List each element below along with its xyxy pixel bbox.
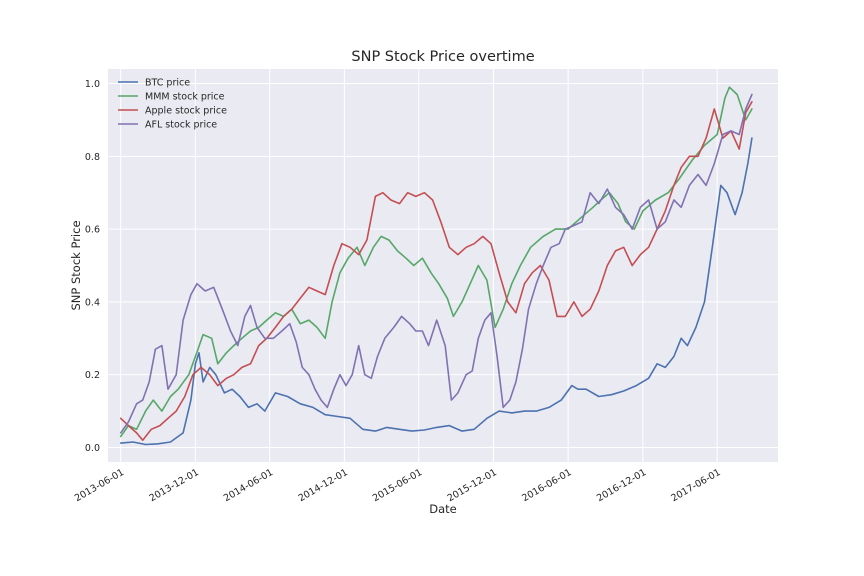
y-axis-label: SNP Stock Price — [69, 220, 83, 310]
series-lines — [119, 86, 753, 446]
x-tick-label: 2013-06-01 — [73, 467, 126, 504]
legend-label: AFL stock price — [145, 120, 217, 131]
x-tick-label: 2014-12-01 — [297, 467, 350, 504]
y-tick-label: 0.4 — [85, 297, 100, 308]
chart-title: SNP Stock Price overtime — [351, 49, 534, 65]
y-tick-label: 1.0 — [85, 79, 100, 90]
x-axis-label: Date — [429, 502, 457, 516]
x-tick-label: 2016-06-01 — [520, 467, 573, 504]
x-tick-label: 2015-12-01 — [446, 467, 499, 504]
legend-label: Apple stock price — [145, 106, 227, 117]
series-line-btc-price — [119, 137, 753, 446]
x-tick-label: 2016-12-01 — [595, 467, 648, 504]
legend-label: MMM stock price — [145, 92, 225, 103]
legend: BTC price MMM stock price Apple stock pric… — [118, 78, 227, 131]
legend-label: BTC price — [145, 78, 190, 89]
x-tick-label: 2017-06-01 — [669, 467, 722, 504]
y-tick-label: 0.0 — [85, 443, 100, 454]
y-tick-label: 0.6 — [85, 225, 100, 236]
x-tick-label: 2013-12-01 — [148, 467, 201, 504]
y-tick-label: 0.8 — [85, 152, 100, 163]
x-tick-label: 2015-06-01 — [371, 467, 424, 504]
y-tick-label: 0.2 — [85, 370, 100, 381]
x-tick-label: 2014-06-01 — [222, 467, 275, 504]
series-line-afl-stock-price — [119, 93, 753, 434]
plot-area — [108, 69, 778, 462]
series-line-apple-stock-price — [119, 101, 753, 442]
series-line-mmm-stock-price — [119, 86, 753, 438]
